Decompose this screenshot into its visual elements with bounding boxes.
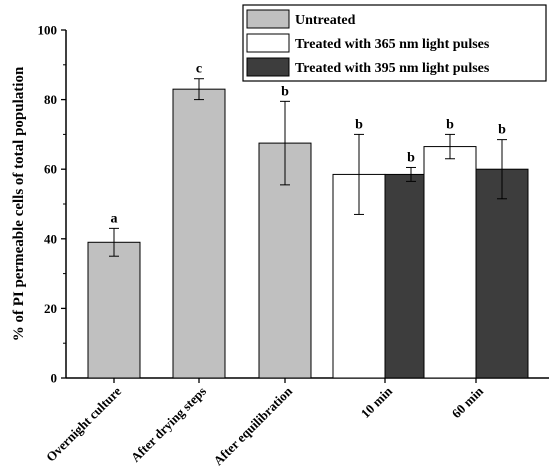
legend-label: Treated with 365 nm light pulses <box>295 37 490 52</box>
significance-letter: b <box>355 117 363 132</box>
significance-letter: b <box>281 84 289 99</box>
significance-letter: b <box>407 150 415 165</box>
y-tick-label: 20 <box>44 301 57 316</box>
significance-letter: b <box>498 123 506 138</box>
y-tick-label: 100 <box>38 23 58 38</box>
plot-area: 0 20 40 60 80 100 a Overnight culture c After dry… <box>38 23 549 468</box>
y-tick-label: 0 <box>51 371 58 386</box>
bar <box>475 168 529 379</box>
y-tick-label: 60 <box>44 162 57 177</box>
legend-swatch <box>246 9 290 29</box>
x-category-label: Overnight culture <box>43 383 124 464</box>
bar <box>172 88 226 379</box>
legend-label: Untreated <box>295 13 356 28</box>
significance-letter: b <box>446 117 454 132</box>
x-category-label: After equilibration <box>210 383 295 468</box>
y-tick-label: 80 <box>44 92 57 107</box>
legend-box <box>242 4 547 82</box>
significance-letter: c <box>196 62 202 77</box>
legend-swatch <box>246 33 290 53</box>
x-category-label: 60 min <box>449 383 487 421</box>
bar <box>258 142 312 379</box>
bar <box>87 241 141 379</box>
legend-label: Treated with 395 nm light pulses <box>295 61 490 76</box>
y-axis-title: % of PI permeable cells of total populat… <box>11 66 27 341</box>
bar <box>423 146 477 379</box>
x-category-label: After drying steps <box>128 384 209 465</box>
x-category-label: 10 min <box>358 383 396 421</box>
significance-letter: a <box>111 211 118 226</box>
legend: Untreated Treated with 365 nm light pulse… <box>242 4 547 82</box>
y-tick-label: 40 <box>44 231 57 246</box>
legend-swatch <box>246 57 290 77</box>
